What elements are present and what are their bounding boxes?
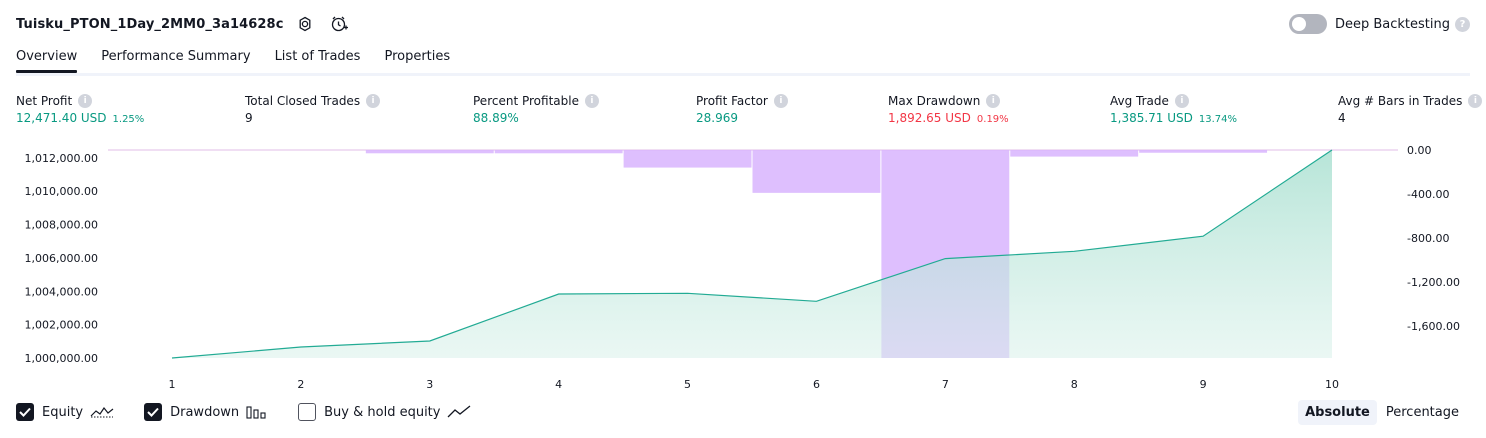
tab-performance-summary[interactable]: Performance Summary <box>101 49 251 64</box>
legend-drawdown[interactable]: Drawdown <box>144 403 268 421</box>
info-icon[interactable]: i <box>1174 94 1189 108</box>
equity-chart[interactable]: 1,012,000.00 1,010,000.00 1,008,000.00 1,00… <box>0 140 1486 398</box>
left-axis-tick: 1,008,000.00 <box>25 219 98 232</box>
strategy-header: Tuisku_PTON_1Day_2MM0_3a14628c <box>16 12 350 36</box>
x-axis-tick: 10 <box>1325 378 1339 391</box>
stat-value: 4 <box>1338 111 1346 125</box>
drawdown-bar <box>1010 150 1139 157</box>
info-icon[interactable]: i <box>773 94 788 108</box>
tab-bar: Overview Performance Summary List of Tra… <box>16 46 474 73</box>
equity-line-icon <box>90 405 114 419</box>
tab-overview[interactable]: Overview <box>16 46 78 73</box>
stat-value: 1,385.71 USD <box>1110 111 1193 125</box>
legend-equity[interactable]: Equity <box>16 403 114 421</box>
deep-backtesting-label: Deep Backtesting <box>1334 16 1450 32</box>
tab-properties[interactable]: Properties <box>384 49 451 64</box>
stat-profit-factor: Profit Factor i 28.969 <box>696 94 788 125</box>
add-alert-icon[interactable] <box>328 13 350 35</box>
legend-buy-hold[interactable]: Buy & hold equity <box>298 403 471 421</box>
deep-backtesting-toggle[interactable] <box>1288 14 1327 34</box>
checkbox-drawdown[interactable] <box>144 403 163 421</box>
legend-label: Equity <box>42 404 84 420</box>
settings-icon[interactable] <box>294 13 316 35</box>
left-axis: 1,012,000.00 1,010,000.00 1,008,000.00 1,00… <box>25 152 98 365</box>
x-axis-tick: 8 <box>1071 378 1078 391</box>
checkbox-equity[interactable] <box>16 403 34 421</box>
drawdown-bar <box>623 150 752 168</box>
right-axis-tick: -400.00 <box>1407 188 1449 201</box>
stat-label: Total Closed Trades <box>245 94 361 108</box>
x-axis-tick: 9 <box>1200 378 1207 391</box>
x-axis-tick: 6 <box>813 378 820 391</box>
toggle-knob <box>1291 17 1306 31</box>
right-axis-tick: -800.00 <box>1407 232 1449 245</box>
stat-percent: 13.74% <box>1198 114 1238 125</box>
x-axis: 1 2 3 4 5 6 7 8 9 10 <box>169 378 1340 391</box>
info-icon[interactable]: i <box>1468 94 1483 108</box>
stat-label: Percent Profitable <box>473 94 579 108</box>
info-icon[interactable]: i <box>986 94 1001 108</box>
drawdown-bar <box>1139 150 1268 153</box>
strategy-name: Tuisku_PTON_1Day_2MM0_3a14628c <box>16 16 284 32</box>
stat-avg-bars: Avg # Bars in Trades i 4 <box>1338 94 1483 125</box>
drawdown-bar <box>494 150 623 154</box>
deep-backtesting: Deep Backtesting ? <box>1288 12 1470 36</box>
stat-label: Avg # Bars in Trades <box>1338 94 1463 108</box>
equity-fill <box>172 150 1332 358</box>
right-axis-tick: -1,200.00 <box>1407 276 1460 289</box>
info-icon[interactable]: i <box>78 94 93 108</box>
value-mode-switch: Absolute Percentage <box>1296 400 1466 425</box>
stat-percent: 0.19% <box>976 114 1009 125</box>
info-icon[interactable]: i <box>366 94 381 108</box>
stat-net-profit: Net Profit i 12,471.40 USD 1.25% <box>16 94 144 125</box>
buy-hold-line-icon <box>447 405 471 419</box>
stat-value: 28.969 <box>696 111 738 125</box>
x-axis-tick: 5 <box>684 378 691 391</box>
legend-label: Drawdown <box>170 404 240 420</box>
stat-avg-trade: Avg Trade i 1,385.71 USD 13.74% <box>1110 94 1237 125</box>
chart-legend: Equity Drawdown Buy & hold equity <box>16 403 501 421</box>
left-axis-tick: 1,012,000.00 <box>25 152 98 165</box>
info-icon[interactable]: i <box>584 94 599 108</box>
legend-label: Buy & hold equity <box>324 404 441 420</box>
x-axis-tick: 7 <box>942 378 949 391</box>
left-axis-tick: 1,004,000.00 <box>25 285 98 298</box>
absolute-button[interactable]: Absolute <box>1298 400 1377 425</box>
x-axis-tick: 3 <box>426 378 433 391</box>
left-axis-tick: 1,000,000.00 <box>25 352 98 365</box>
stat-total-closed-trades: Total Closed Trades i 9 <box>245 94 381 125</box>
stat-max-drawdown: Max Drawdown i 1,892.65 USD 0.19% <box>888 94 1009 125</box>
stat-label: Net Profit <box>16 94 73 108</box>
left-axis-tick: 1,006,000.00 <box>25 252 98 265</box>
right-axis: 0.00 -400.00 -800.00 -1,200.00 -1,600.00 <box>1407 144 1460 333</box>
checkbox-buy-hold[interactable] <box>298 403 317 421</box>
drawdown-bars-icon <box>246 405 268 419</box>
tab-list-of-trades[interactable]: List of Trades <box>274 49 361 64</box>
stat-label: Avg Trade <box>1110 94 1169 108</box>
drawdown-bar <box>365 150 494 154</box>
equity-area <box>171 149 1333 359</box>
x-axis-tick: 1 <box>169 378 176 391</box>
left-axis-tick: 1,002,000.00 <box>25 319 98 332</box>
percentage-button[interactable]: Percentage <box>1385 405 1459 420</box>
stat-label: Profit Factor <box>696 94 768 108</box>
stat-value: 12,471.40 USD <box>16 111 107 125</box>
stat-percent-profitable: Percent Profitable i 88.89% <box>473 94 599 125</box>
right-axis-tick: 0.00 <box>1407 144 1432 157</box>
x-axis-tick: 2 <box>297 378 304 391</box>
stat-value: 88.89% <box>473 111 519 125</box>
help-icon[interactable]: ? <box>1455 16 1470 32</box>
stat-value: 1,892.65 USD <box>888 111 971 125</box>
x-axis-tick: 4 <box>555 378 562 391</box>
stat-percent: 1.25% <box>112 114 145 125</box>
drawdown-bar <box>752 150 881 193</box>
right-axis-tick: -1,600.00 <box>1407 320 1460 333</box>
stat-label: Max Drawdown <box>888 94 981 108</box>
stat-value: 9 <box>245 111 253 125</box>
tabs-divider <box>16 73 1470 76</box>
left-axis-tick: 1,010,000.00 <box>25 185 98 198</box>
equity-line <box>171 149 1333 359</box>
